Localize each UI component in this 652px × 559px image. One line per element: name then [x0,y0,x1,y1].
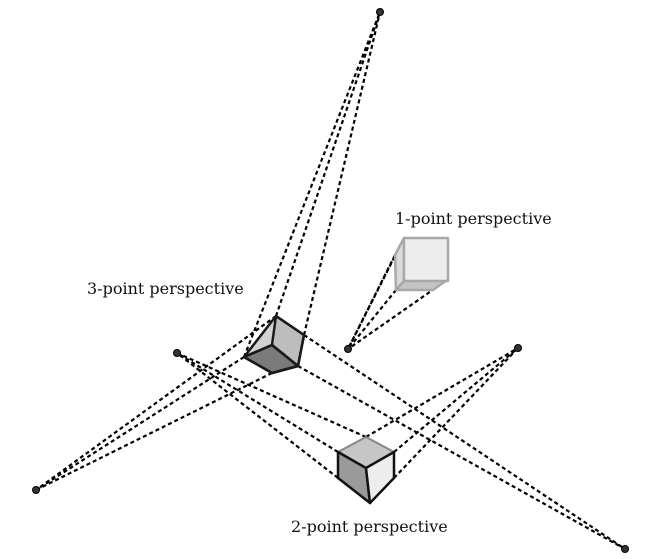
label-two-point-perspective: 2-point perspective [291,517,448,536]
label-three-point-perspective: 3-point perspective [87,279,244,298]
two-point-construction-lines [176,347,519,479]
one-point-construction-lines [347,237,448,350]
vanishing-point-two-point-left [173,349,181,357]
three-point-cube [242,314,306,375]
vanishing-point-two-point-right [514,344,522,352]
two-point-cube-right-face [364,450,396,505]
one-point-cube-front-face [402,236,450,283]
vanishing-point-bottom-left [32,486,40,494]
label-one-point-perspective: 1-point perspective [395,209,552,228]
vanishing-point-one-point [344,345,352,353]
one-point-cube [393,236,450,292]
vanishing-points [32,8,629,553]
vanishing-point-bottom-right [621,545,629,553]
three-point-construction-lines [35,11,626,550]
two-point-cube [336,436,396,505]
vanishing-point-top [376,8,384,16]
